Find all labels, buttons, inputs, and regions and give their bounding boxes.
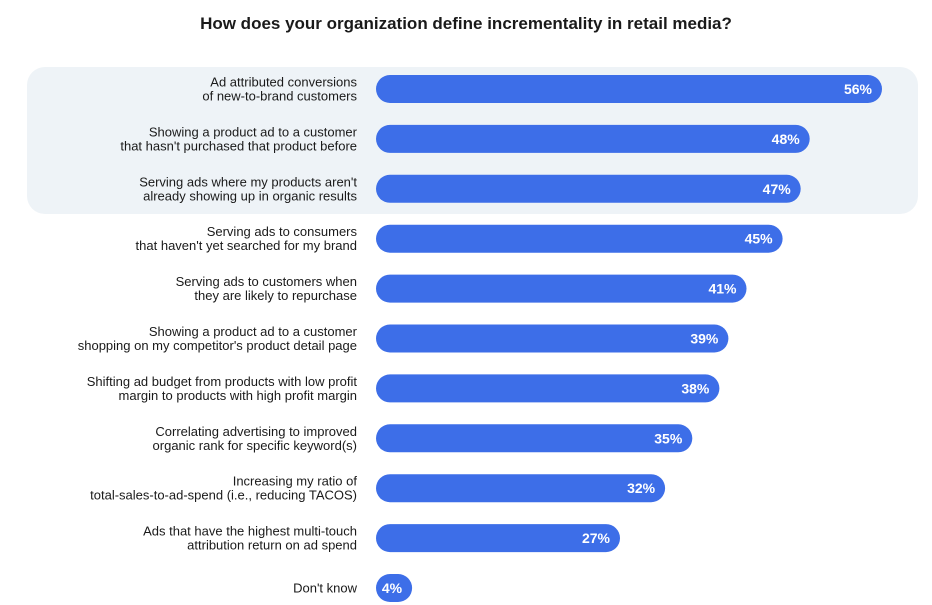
category-label-3-line-2: already showing up in organic results <box>143 188 357 203</box>
category-label-6-line-2: shopping on my competitor's product deta… <box>78 338 357 353</box>
category-label-11-line-1: Don't know <box>293 581 358 596</box>
bar-11 <box>376 574 413 602</box>
category-label-8-line-1: Correlating advertising to improved <box>155 424 357 439</box>
value-label-5: 41% <box>708 281 737 297</box>
category-label-8-line-2: organic rank for specific keyword(s) <box>153 438 357 453</box>
category-label-4-line-1: Serving ads to consumers <box>207 224 358 239</box>
value-label-11: 4% <box>382 580 403 596</box>
value-label-9: 32% <box>627 480 656 496</box>
bar-5 <box>376 274 747 303</box>
category-label-4-line-2: that haven't yet searched for my brand <box>136 238 357 253</box>
value-label-10: 27% <box>582 530 611 546</box>
category-label-1-line-2: of new-to-brand customers <box>202 89 357 104</box>
value-label-3: 47% <box>763 181 792 197</box>
bar-9 <box>376 474 666 503</box>
bar-7 <box>376 374 720 403</box>
category-label-2-line-2: that hasn't purchased that product befor… <box>120 138 357 153</box>
bar-8 <box>376 424 693 453</box>
category-label-7-line-2: margin to products with high profit marg… <box>119 388 357 403</box>
bar-1 <box>376 75 882 103</box>
bar-3 <box>376 174 801 203</box>
category-label-5-line-1: Serving ads to customers when <box>176 274 357 289</box>
value-label-7: 38% <box>681 380 710 396</box>
category-label-10-line-2: attribution return on ad spend <box>187 538 357 553</box>
category-label-10-line-1: Ads that have the highest multi-touch <box>143 524 357 539</box>
bar-6 <box>376 324 729 353</box>
value-label-4: 45% <box>745 231 774 247</box>
category-label-1-line-1: Ad attributed conversions <box>210 75 357 90</box>
category-label-9-line-2: total-sales-to-ad-spend (i.e., reducing … <box>90 488 357 503</box>
value-label-2: 48% <box>772 131 801 147</box>
category-label-9-line-1: Increasing my ratio of <box>233 474 358 489</box>
value-label-1: 56% <box>844 81 873 97</box>
category-label-5-line-2: they are likely to repurchase <box>194 288 357 303</box>
category-label-7-line-1: Shifting ad budget from products with lo… <box>87 374 358 389</box>
value-label-8: 35% <box>654 430 683 446</box>
bar-10 <box>376 524 620 553</box>
value-label-6: 39% <box>690 331 719 347</box>
category-label-6-line-1: Showing a product ad to a customer <box>149 324 358 339</box>
category-label-3-line-1: Serving ads where my products aren't <box>139 174 357 189</box>
bar-2 <box>376 124 810 153</box>
bar-4 <box>376 224 783 253</box>
category-label-2-line-1: Showing a product ad to a customer <box>149 124 358 139</box>
chart-title: How does your organization define increm… <box>200 14 732 33</box>
